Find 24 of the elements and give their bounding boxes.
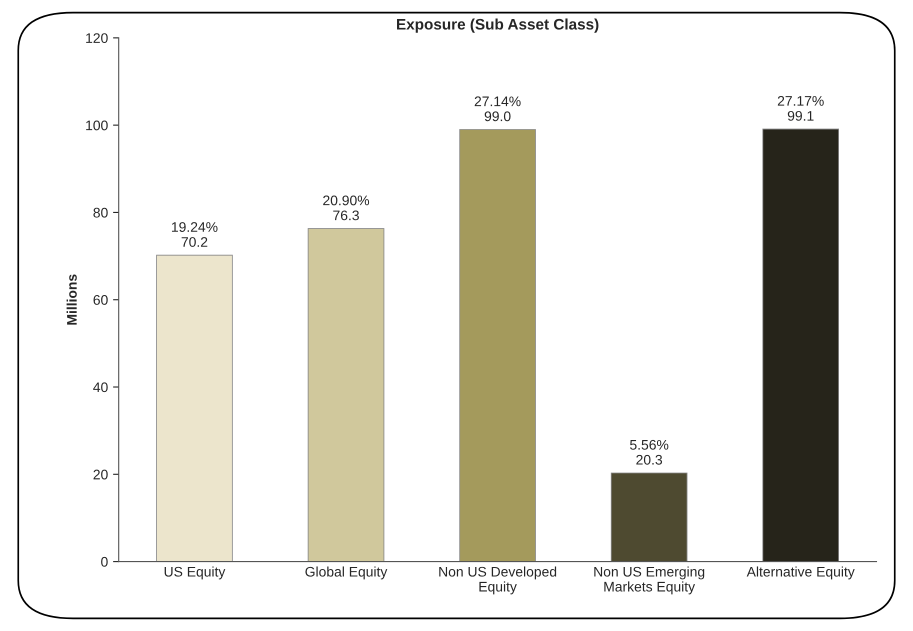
x-tick-label: US Equity (164, 566, 226, 580)
y-tick-label: 20 (94, 470, 108, 480)
x-tick-label: Alternative Equity (746, 566, 855, 580)
bar (459, 129, 536, 562)
y-tick-label: 40 (93, 382, 108, 392)
data-label: 20.90% 76.3 (323, 195, 370, 220)
x-tick-label: Global Equity (305, 566, 388, 580)
x-tick-label: Non US Emerging Markets Equity (594, 566, 704, 594)
bar (610, 472, 688, 562)
data-label: 27.17% 99.1 (778, 96, 824, 121)
y-tick-label: 120 (86, 33, 108, 44)
data-label: 5.56% 20.3 (630, 440, 668, 465)
bar (762, 128, 840, 562)
x-tick-label: Non US Developed Equity (439, 566, 556, 594)
bar (156, 254, 233, 562)
bar (308, 228, 384, 562)
y-tick-label: 80 (93, 208, 108, 218)
y-tick-label: 60 (94, 295, 108, 305)
y-tick-label: 100 (86, 120, 108, 130)
chart-title: Exposure (Sub Asset Class) (397, 18, 598, 33)
data-label: 27.14% 99.0 (474, 96, 521, 122)
y-tick-label: 0 (101, 556, 108, 567)
data-label: 19.24% 70.2 (172, 222, 218, 247)
y-axis-title: Millions (66, 274, 77, 325)
